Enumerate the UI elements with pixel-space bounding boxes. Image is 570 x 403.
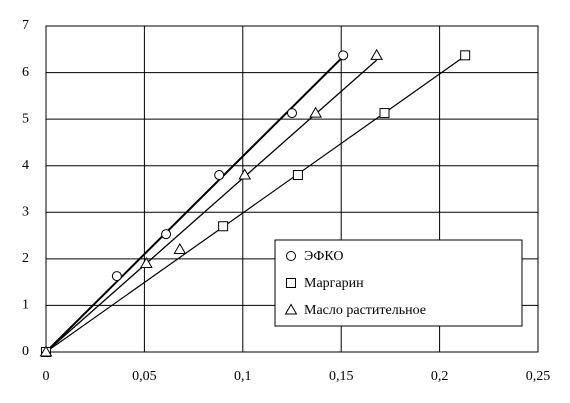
x-tick-label: 0 [43,369,50,384]
marker [39,345,53,357]
marker [161,229,172,240]
marker [214,170,225,181]
x-tick-label: 0,15 [329,369,354,384]
legend-marker [286,251,296,261]
marker [140,257,153,269]
legend-marker [286,278,296,288]
marker [238,168,252,180]
trend-line [45,59,378,353]
x-tick-label: 0,1 [234,369,252,384]
marker [111,271,122,282]
marker [218,221,229,232]
x-tick-label: 0,05 [132,369,157,384]
trend-line [45,55,466,353]
y-tick-label: 4 [22,158,29,173]
marker [338,50,349,61]
marker [173,243,187,255]
y-tick-label: 6 [22,65,29,80]
y-tick-label: 1 [22,298,29,313]
y-tick-label: 0 [22,344,29,359]
marker [370,48,383,60]
plot-frame [45,25,539,353]
marker [309,106,322,118]
marker [460,50,471,61]
x-tick-label: 0,2 [431,369,449,384]
x-tick-label: 0,25 [526,369,551,384]
y-tick-label: 5 [22,111,29,126]
marker [292,170,303,181]
marker [379,108,390,119]
y-tick-label: 2 [22,251,29,266]
y-tick-label: 3 [22,205,29,220]
legend-marker [284,303,298,315]
legend-label: ЭФКО [304,249,343,264]
legend-label: Маргарин [304,276,364,291]
trend-line [45,55,344,353]
marker [287,108,297,119]
y-tick-label: 7 [22,18,29,33]
legend-box [274,239,523,327]
legend-label: Масло растительное [304,303,426,318]
